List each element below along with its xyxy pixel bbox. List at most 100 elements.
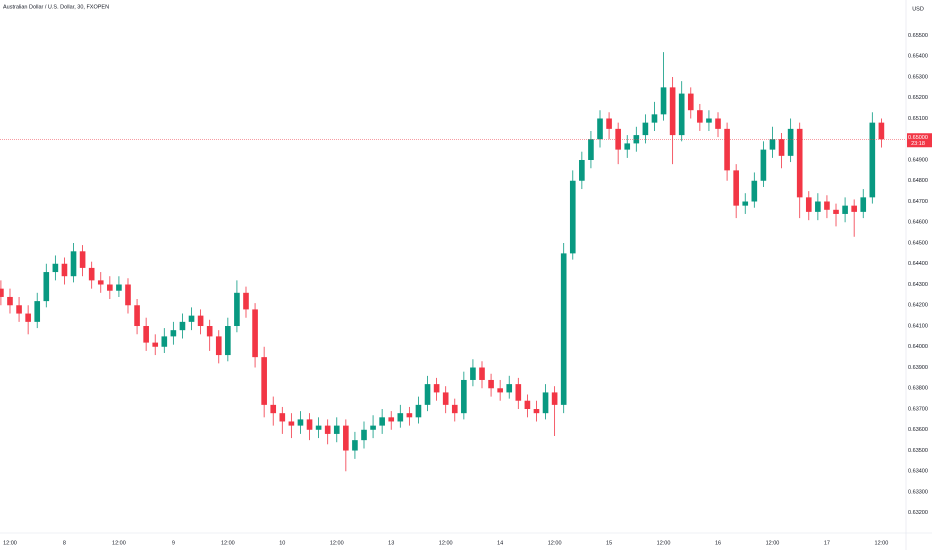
x-tick-label: 10 (279, 540, 285, 546)
candle-body (379, 417, 385, 426)
y-tick-label: 0.63700 (908, 406, 928, 412)
candle-body (706, 118, 712, 123)
y-tick-label: 0.64200 (908, 303, 928, 309)
candle-body (742, 201, 749, 206)
candle-body (161, 336, 168, 347)
candle-body (206, 326, 213, 337)
y-tick-label: 0.65200 (908, 95, 928, 101)
countdown-label: 23:18 (911, 141, 925, 147)
candle-body (815, 201, 821, 212)
candle-body (88, 267, 95, 281)
y-tick-label: 0.65100 (908, 116, 928, 122)
y-tick-label: 0.64700 (908, 199, 928, 205)
candle-body (261, 357, 267, 405)
y-tick-label: 0.63800 (908, 386, 928, 392)
y-tick-label: 0.64800 (908, 178, 928, 184)
candle-body (724, 128, 730, 171)
x-tick-label: 12:00 (330, 540, 344, 546)
candle-body (824, 201, 830, 210)
candle-body (442, 392, 449, 405)
candle-body (506, 384, 513, 393)
candle-body (215, 336, 222, 356)
candle-body (787, 128, 794, 156)
candle-body (842, 205, 848, 214)
x-tick-label: 12:00 (112, 540, 126, 546)
candle-body (252, 309, 258, 358)
candle-body (424, 384, 431, 405)
candle-body (279, 413, 286, 422)
candle-body (461, 379, 467, 414)
x-tick-label: 8 (63, 540, 66, 546)
candle-body (769, 139, 776, 150)
candle-body (451, 404, 458, 414)
candle-body (43, 272, 50, 302)
candle-body (869, 122, 876, 198)
candle-body (542, 392, 549, 414)
candle-body (860, 197, 867, 212)
candle-body (433, 384, 440, 393)
candle-body (833, 209, 839, 214)
candle-body (697, 110, 703, 123)
candle-body (170, 330, 177, 337)
y-tick-label: 0.65300 (908, 74, 928, 80)
candle-body (52, 263, 59, 273)
candle-body (61, 263, 68, 277)
y-tick-label: 0.64400 (908, 261, 928, 267)
candle-body (569, 180, 576, 254)
candle-body (597, 118, 603, 140)
candle-body (533, 409, 540, 414)
x-tick-label: 16 (715, 540, 721, 546)
candle-body (524, 400, 531, 410)
x-tick-label: 12:00 (548, 540, 562, 546)
y-tick-label: 0.63900 (908, 365, 928, 371)
candle-body (415, 404, 422, 418)
candle-body (370, 425, 376, 430)
candle-body (687, 93, 694, 111)
x-tick-label: 12:00 (657, 540, 671, 546)
x-tick-label: 14 (497, 540, 503, 546)
x-tick-label: 12:00 (3, 540, 17, 546)
candle-body (7, 296, 13, 306)
y-tick-label: 0.64600 (908, 220, 928, 226)
x-tick-label: 15 (606, 540, 612, 546)
candle-body (579, 159, 585, 181)
candle-body (470, 367, 476, 380)
candle-body (0, 288, 4, 297)
candle-body (352, 440, 358, 451)
currency-label[interactable]: USD (912, 6, 924, 12)
candle-body (588, 139, 594, 160)
candle-body (361, 429, 367, 441)
x-tick-label: 12:00 (221, 540, 235, 546)
candle-body (660, 87, 667, 115)
candle-body (796, 128, 803, 198)
y-tick-label: 0.63500 (908, 448, 928, 454)
candle-body (479, 367, 485, 380)
y-tick-label: 0.64000 (908, 344, 928, 350)
y-tick-label: 0.63300 (908, 489, 928, 495)
candle-body (488, 379, 494, 389)
x-tick-label: 12:00 (766, 540, 780, 546)
x-tick-label: 12:00 (439, 540, 453, 546)
candle-body (778, 139, 785, 156)
candle-body (197, 315, 204, 327)
candle-body (143, 326, 149, 343)
candle-body (760, 149, 767, 181)
candle-body (297, 419, 304, 426)
y-tick-label: 0.65500 (908, 33, 928, 39)
candle-body (715, 118, 721, 129)
candle-body (388, 417, 395, 422)
last-price-label: 0.65000 (908, 135, 928, 141)
y-tick-label: 0.64300 (908, 282, 928, 288)
candle-body (751, 180, 758, 202)
candle-body (315, 425, 322, 430)
candle-body (669, 87, 676, 136)
candle-body (116, 284, 122, 291)
candle-body (851, 205, 857, 212)
candle-body (551, 392, 558, 405)
x-tick-label: 12:00 (875, 540, 889, 546)
candle-body (179, 321, 186, 331)
candle-body (515, 384, 522, 401)
candle-body (270, 404, 277, 414)
y-tick-label: 0.64100 (908, 323, 928, 329)
